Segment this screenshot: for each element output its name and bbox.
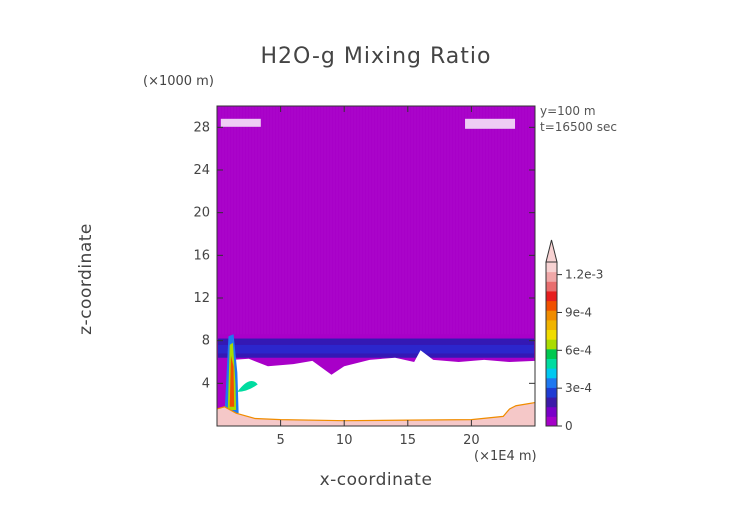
annotation-time: t=16500 sec (540, 120, 617, 134)
x-axis-unit: (×1E4 m) (474, 449, 537, 464)
colorbar-tick-label: 1.2e-3 (565, 268, 603, 282)
upper-speckle-left (220, 118, 261, 127)
x-axis-label: x-coordinate (319, 470, 433, 490)
chart-title: H2O-g Mixing Ratio (260, 44, 492, 69)
colorbar-segment (546, 310, 557, 321)
z-tick-label: 12 (193, 291, 210, 306)
plume-side (237, 380, 258, 392)
colorbar-frame (545, 261, 558, 427)
colorbar-segment (546, 339, 557, 350)
z-tick-label: 16 (193, 248, 210, 263)
z-tick-label: 24 (193, 163, 210, 178)
colorbar-tick-label: 0 (565, 419, 573, 433)
colorbar-tick-label: 3e-4 (565, 381, 592, 395)
colorbar-segment (546, 319, 557, 331)
plot-frame (216, 105, 536, 427)
colorbar-segment (546, 406, 557, 417)
colorbar-segment (546, 387, 557, 398)
colorbar-segment (546, 368, 557, 379)
annotation-y: y=100 m (540, 104, 596, 118)
colorbar-segment (546, 416, 557, 427)
colorbar-segment (546, 300, 557, 311)
x-tick-label: 20 (463, 433, 480, 448)
upper-speckle-right (465, 118, 516, 129)
colorbar-extend-arrow (545, 239, 558, 263)
colorbar-segment (546, 262, 557, 273)
colorbar-segment (546, 271, 557, 282)
colorbar-segment (546, 358, 557, 369)
colorbar-segment (546, 348, 557, 359)
z-tick-label: 8 (202, 334, 210, 349)
colorbar-segment (546, 281, 557, 292)
colorbar-segment (546, 397, 557, 408)
z-axis-unit: (×1000 m) (143, 74, 214, 89)
colorbar-segment (546, 290, 557, 302)
moist-layer-core (218, 344, 534, 354)
z-tick-label: 28 (193, 120, 210, 135)
white-region (223, 350, 536, 421)
colorbar-segment (546, 377, 557, 388)
colorbar-tick-label: 9e-4 (565, 305, 592, 319)
x-tick-label: 15 (400, 433, 417, 448)
z-tick-label: 4 (202, 376, 210, 391)
z-tick-label: 20 (193, 206, 210, 221)
x-tick-label: 5 (276, 433, 284, 448)
plume-inner (229, 355, 235, 407)
colorbar-segment (546, 329, 557, 340)
colorbar-tick-label: 6e-4 (565, 343, 592, 357)
x-tick-label: 10 (336, 433, 353, 448)
